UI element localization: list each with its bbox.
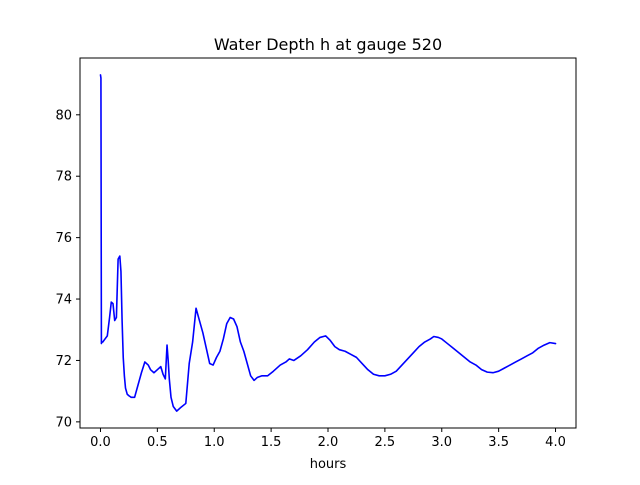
y-tick-label: 74 bbox=[55, 293, 72, 308]
x-tick-label: 1.5 bbox=[261, 435, 282, 450]
x-tick-label: 4.0 bbox=[545, 435, 566, 450]
y-tick-label: 78 bbox=[55, 170, 72, 185]
x-tick-label: 3.5 bbox=[488, 435, 509, 450]
x-tick-label: 2.5 bbox=[375, 435, 396, 450]
y-tick-label: 70 bbox=[55, 415, 72, 430]
axes-background bbox=[80, 58, 576, 428]
plot-area bbox=[80, 58, 576, 428]
x-axis: 0.0 0.5 1.0 1.5 2.0 2.5 3.0 3.5 4.0 bbox=[90, 428, 566, 450]
chart-title: Water Depth h at gauge 520 bbox=[214, 35, 442, 54]
x-axis-label: hours bbox=[310, 457, 347, 472]
y-tick-label: 76 bbox=[55, 231, 72, 246]
y-tick-label: 72 bbox=[55, 354, 72, 369]
y-axis: 70 72 74 76 78 80 bbox=[55, 108, 80, 430]
series-line-0 bbox=[99, 74, 557, 412]
x-tick-label: 2.0 bbox=[318, 435, 339, 450]
y-tick-label: 80 bbox=[55, 108, 72, 123]
x-tick-label: 3.0 bbox=[431, 435, 452, 450]
x-tick-label: 0.0 bbox=[90, 435, 111, 450]
x-tick-label: 1.0 bbox=[204, 435, 225, 450]
data-layer bbox=[99, 74, 557, 412]
x-tick-label: 0.5 bbox=[147, 435, 168, 450]
